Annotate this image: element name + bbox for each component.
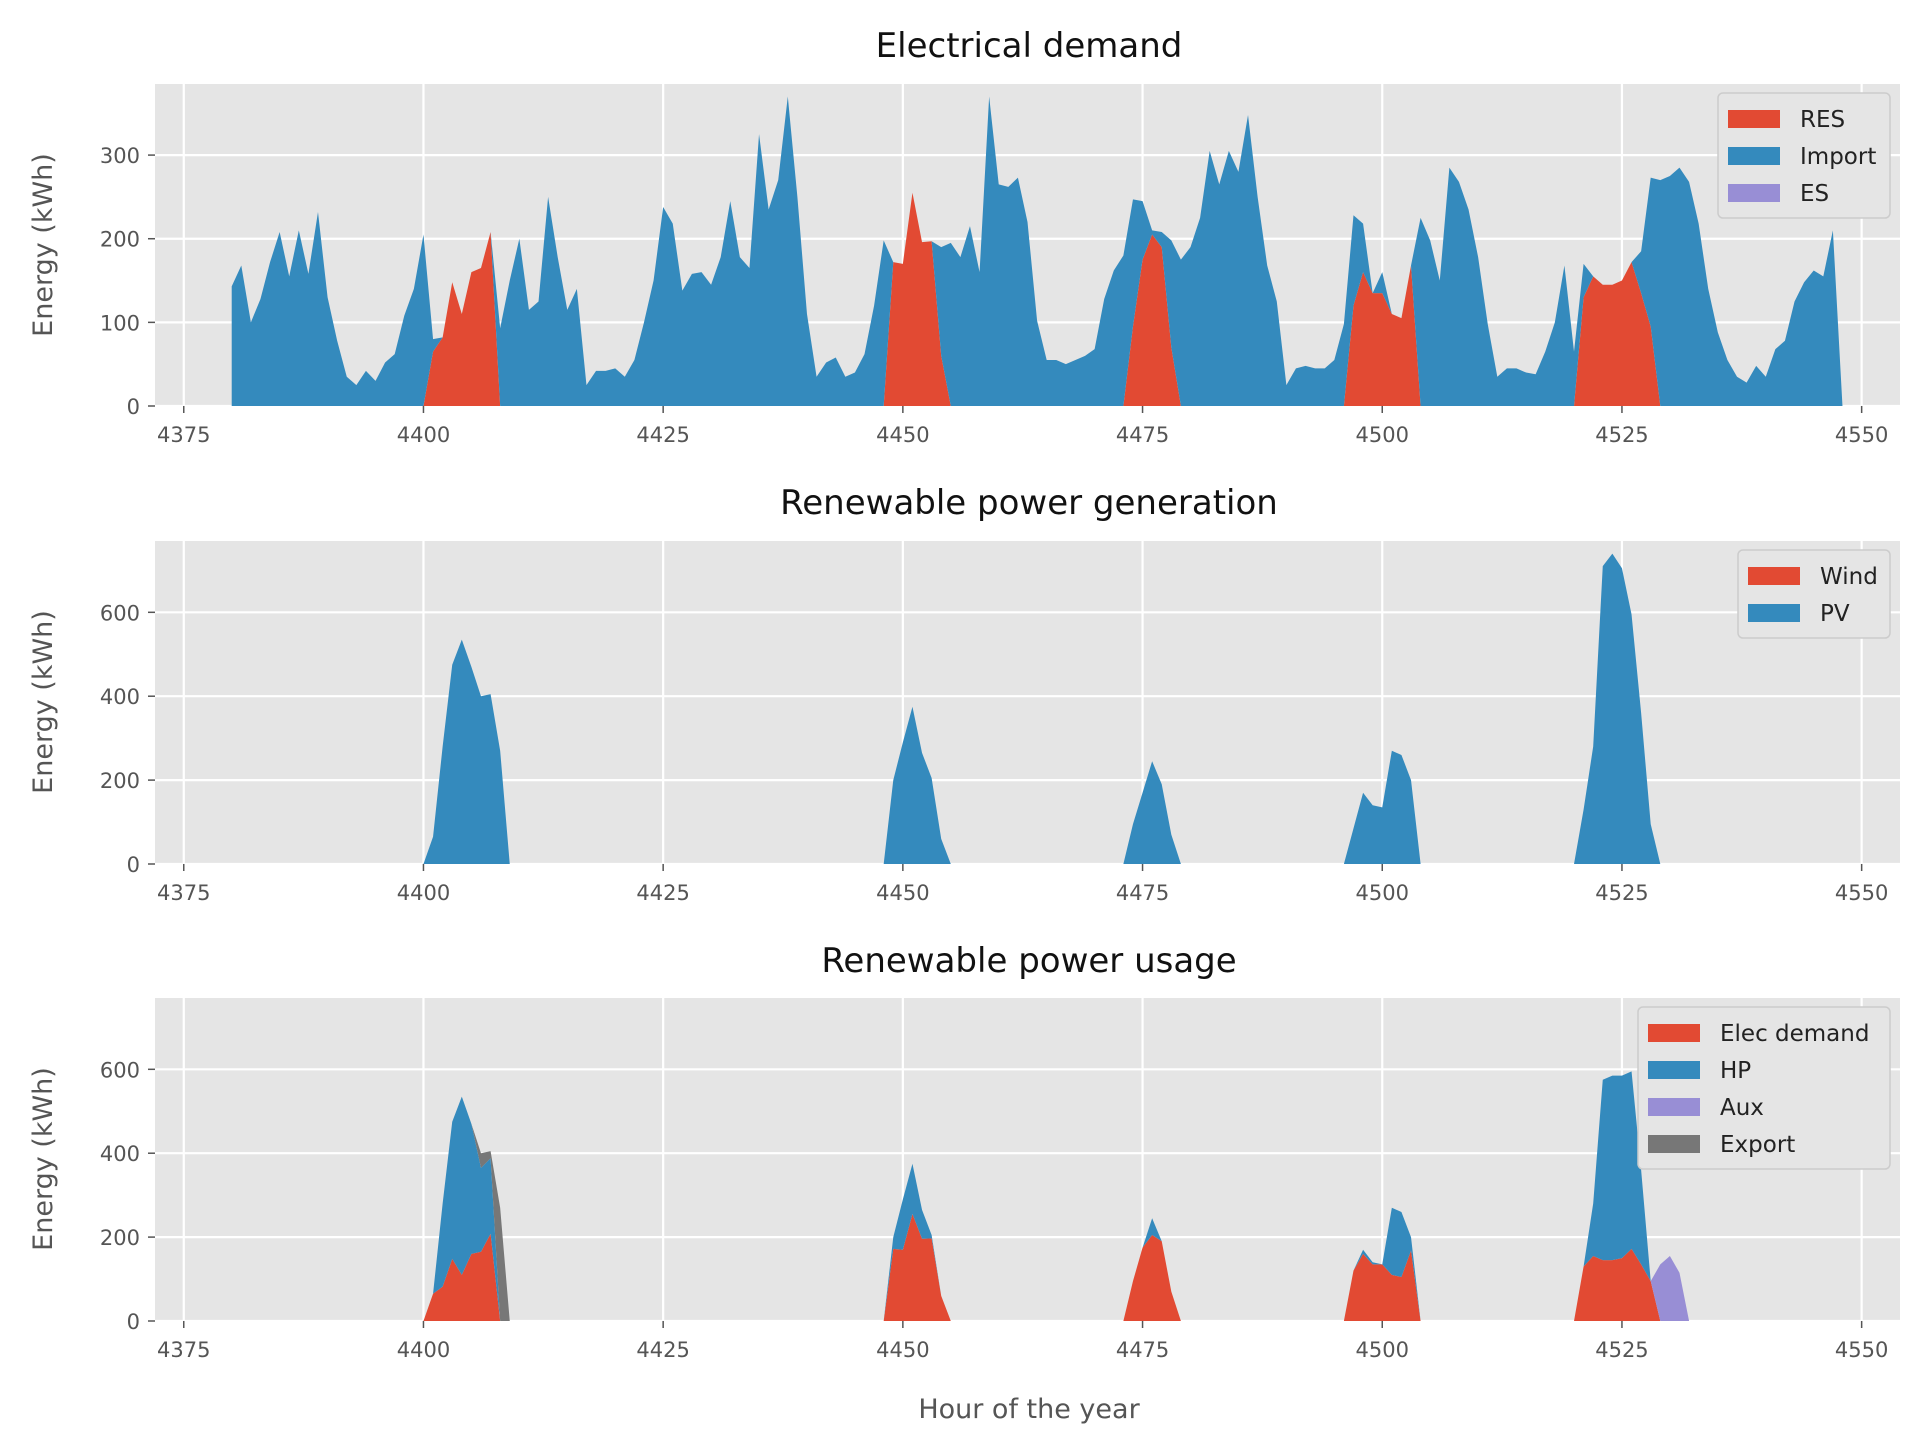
x-tick-label: 4375 bbox=[157, 881, 210, 905]
legend-swatch bbox=[1728, 184, 1780, 202]
legend-label: Aux bbox=[1720, 1095, 1764, 1121]
legend-label: ES bbox=[1800, 181, 1829, 207]
y-tick-label: 400 bbox=[100, 685, 140, 709]
legend-label: Wind bbox=[1820, 564, 1878, 590]
x-tick-label: 4425 bbox=[636, 423, 689, 447]
x-tick-label: 4525 bbox=[1595, 881, 1648, 905]
y-tick-label: 0 bbox=[127, 1310, 140, 1334]
legend-label: RES bbox=[1800, 107, 1845, 133]
legend: Wind PV bbox=[1737, 549, 1891, 639]
y-tick-label: 600 bbox=[100, 1058, 140, 1082]
legend-swatch bbox=[1728, 110, 1780, 128]
x-tick-label: 4550 bbox=[1835, 423, 1888, 447]
x-tick-label: 4500 bbox=[1356, 1338, 1409, 1362]
legend-swatch bbox=[1748, 604, 1800, 622]
legend: RES Import ES bbox=[1717, 92, 1891, 219]
legend-label: HP bbox=[1720, 1058, 1751, 1084]
y-tick-label: 200 bbox=[100, 769, 140, 793]
legend-box bbox=[1637, 1006, 1891, 1170]
x-tick-label: 4450 bbox=[876, 1338, 929, 1362]
x-tick-label: 4550 bbox=[1835, 1338, 1888, 1362]
legend-swatch bbox=[1648, 1098, 1700, 1116]
y-tick-label: 100 bbox=[100, 311, 140, 335]
x-tick-label: 4375 bbox=[157, 1338, 210, 1362]
x-tick-label: 4375 bbox=[157, 423, 210, 447]
panel-title: Electrical demand bbox=[876, 26, 1183, 66]
legend-swatch bbox=[1728, 147, 1780, 165]
electrical-demand-panel: Electrical demand 4375 4400 4425 4450 4475 45… bbox=[28, 26, 1900, 447]
x-tick-label: 4500 bbox=[1356, 881, 1409, 905]
legend-swatch bbox=[1748, 567, 1800, 585]
x-tick-label: 4450 bbox=[876, 881, 929, 905]
x-tick-label: 4475 bbox=[1116, 423, 1169, 447]
y-tick-label: 400 bbox=[100, 1142, 140, 1166]
renewable-generation-panel: Renewable power generation 4375 4400 4425 4… bbox=[28, 483, 1900, 905]
legend-label: Import bbox=[1800, 144, 1876, 170]
x-axis-label: Hour of the year bbox=[918, 1394, 1140, 1425]
y-tick-label: 600 bbox=[100, 601, 140, 625]
x-tick-label: 4400 bbox=[397, 881, 450, 905]
x-tick-label: 4475 bbox=[1116, 881, 1169, 905]
x-tick-label: 4400 bbox=[397, 423, 450, 447]
x-tick-label: 4425 bbox=[636, 1338, 689, 1362]
legend-swatch bbox=[1648, 1024, 1700, 1042]
stacked-areas bbox=[231, 96, 1853, 407]
x-tick-label: 4425 bbox=[636, 881, 689, 905]
y-axis-label: Energy (kWh) bbox=[28, 1067, 59, 1251]
legend-label: Export bbox=[1720, 1132, 1795, 1158]
y-tick-label: 200 bbox=[100, 1226, 140, 1250]
legend-label: Elec demand bbox=[1720, 1021, 1869, 1047]
y-axis-label: Energy (kWh) bbox=[28, 610, 59, 794]
legend-swatch bbox=[1648, 1135, 1700, 1153]
y-tick-label: 0 bbox=[127, 853, 140, 877]
legend-swatch bbox=[1648, 1061, 1700, 1079]
x-tick-label: 4475 bbox=[1116, 1338, 1169, 1362]
x-axis-ticks: 4375 4400 4425 4450 4475 4500 4525 4550 bbox=[157, 1321, 1888, 1362]
x-axis-ticks: 4375 4400 4425 4450 4475 4500 4525 4550 bbox=[157, 864, 1888, 905]
x-tick-label: 4550 bbox=[1835, 881, 1888, 905]
legend-label: PV bbox=[1820, 601, 1850, 627]
y-tick-label: 0 bbox=[127, 395, 140, 419]
y-axis-label: Energy (kWh) bbox=[28, 153, 59, 337]
x-tick-label: 4450 bbox=[876, 423, 929, 447]
x-axis-ticks: 4375 4400 4425 4450 4475 4500 4525 4550 bbox=[157, 406, 1888, 447]
x-tick-label: 4525 bbox=[1595, 1338, 1648, 1362]
y-tick-label: 300 bbox=[100, 144, 140, 168]
y-tick-label: 200 bbox=[100, 228, 140, 252]
renewable-usage-panel: Renewable power usage 4375 4400 4425 4450 44… bbox=[28, 941, 1910, 1425]
area-import bbox=[231, 96, 1853, 407]
panel-title: Renewable power generation bbox=[780, 483, 1278, 523]
y-axis-ticks: 0 200 400 600 bbox=[100, 1058, 155, 1334]
x-tick-label: 4500 bbox=[1356, 423, 1409, 447]
x-tick-label: 4525 bbox=[1595, 423, 1648, 447]
y-axis-ticks: 0 200 400 600 bbox=[100, 601, 155, 877]
y-axis-ticks: 0 100 200 300 bbox=[100, 144, 155, 419]
panel-title: Renewable power usage bbox=[821, 941, 1236, 981]
x-tick-label: 4400 bbox=[397, 1338, 450, 1362]
legend: Elec demand HP Aux Export bbox=[1637, 1006, 1891, 1170]
